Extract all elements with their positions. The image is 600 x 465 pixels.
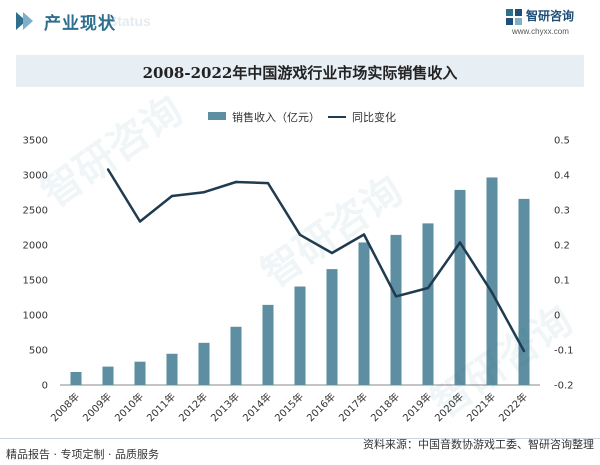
bar-mark (166, 353, 178, 385)
yoy-line-point (330, 251, 334, 255)
y-left-tick-label: 1500 (23, 276, 48, 287)
y-right-tick-label: 0 (554, 311, 560, 322)
x-tick-label: 2014年 (240, 390, 274, 424)
bar-mark (422, 223, 434, 385)
yoy-line-point (170, 194, 174, 198)
y-left-tick-label: 1000 (23, 311, 48, 322)
y-left-tick-label: 3500 (23, 136, 48, 147)
yoy-line-point (458, 241, 462, 244)
yoy-line-point (138, 220, 142, 223)
x-tick-label: 2013年 (208, 390, 242, 424)
yoy-line-series (106, 168, 526, 352)
bar-mark (102, 366, 114, 385)
legend-swatch-line (328, 116, 346, 118)
yoy-line-point (234, 180, 238, 184)
bar-mark (294, 286, 306, 385)
x-tick-label: 2010年 (112, 390, 146, 424)
x-tick-label: 2022年 (496, 390, 530, 424)
bar-mark (198, 342, 210, 385)
bar-mark (326, 269, 338, 385)
y-right-tick-label: -0.2 (554, 381, 574, 392)
brand-name: 智研咨询 (526, 9, 575, 23)
x-tick-label: 2016年 (304, 390, 338, 424)
section-subtitle-watermark: Status (108, 13, 151, 29)
brand-mark-icon (506, 9, 522, 25)
x-tick-label: 2019年 (400, 390, 434, 424)
x-tick-label: 2017年 (336, 390, 370, 424)
bar-mark (454, 189, 466, 385)
yoy-line-point (106, 168, 110, 171)
footer-tagline: 精品报告 · 专项定制 · 品质服务 (6, 448, 159, 461)
x-tick-label: 2020年 (432, 390, 466, 424)
bar-mark (486, 177, 498, 385)
section-marker-icon (16, 12, 33, 30)
y-left-tick-label: 0 (42, 381, 48, 392)
bar-mark (262, 304, 274, 385)
yoy-line-point (426, 286, 430, 290)
x-tick-label: 2011年 (144, 390, 178, 424)
brand-logo: 智研咨询 www.chyxx.com (506, 7, 594, 47)
chart-title: 2008-2022年中国游戏行业市场实际销售收入 (142, 64, 458, 82)
x-tick-label: 2012年 (176, 390, 210, 424)
y-left-tick-label: 3000 (23, 171, 48, 182)
y-right-tick-label: 0.5 (554, 136, 570, 147)
footer-divider (0, 438, 600, 439)
chart-title-banner: 2008-2022年中国游戏行业市场实际销售收入 (16, 55, 584, 87)
bar-mark (518, 198, 530, 385)
y-right-tick-label: 0.4 (554, 171, 570, 182)
x-tick-label: 2015年 (272, 390, 306, 424)
bar-mark (230, 326, 242, 385)
footer-source: 资料来源：中国音数协游戏工委、智研咨询整理 (363, 438, 594, 451)
yoy-line-point (202, 190, 206, 194)
brand-url: www.chyxx.com (512, 27, 569, 36)
y-right-tick-label: 0.1 (554, 276, 570, 287)
legend-label-sales: 销售收入（亿元） (232, 111, 320, 124)
y-right-tick-label: -0.1 (554, 346, 574, 357)
section-title: 产业现状 (44, 14, 116, 34)
bar-mark (390, 234, 402, 385)
yoy-line-point (394, 295, 398, 298)
y-left-tick-label: 2500 (23, 206, 48, 217)
x-tick-label: 2008年 (48, 390, 82, 424)
y-left-tick-label: 2000 (23, 241, 48, 252)
y-right-tick-label: 0.2 (554, 241, 570, 252)
legend-label-yoy: 同比变化 (352, 111, 396, 124)
legend-swatch-bar (208, 112, 226, 120)
y-right-tick-label: 0.3 (554, 206, 570, 217)
y-left-tick-label: 500 (29, 346, 48, 357)
x-tick-label: 2009年 (80, 390, 114, 424)
yoy-line-point (362, 233, 366, 236)
yoy-line-point (490, 291, 494, 294)
bar-mark (358, 242, 370, 385)
yoy-line-point (266, 181, 270, 185)
x-tick-label: 2018年 (368, 390, 402, 424)
bar-mark (70, 372, 82, 385)
yoy-line-point (298, 233, 302, 237)
bar-mark (134, 361, 146, 385)
x-tick-label: 2021年 (464, 390, 498, 424)
page-header: Status 产业现状 智研咨询 www.chyxx.com (0, 0, 600, 46)
yoy-line-point (522, 349, 526, 353)
